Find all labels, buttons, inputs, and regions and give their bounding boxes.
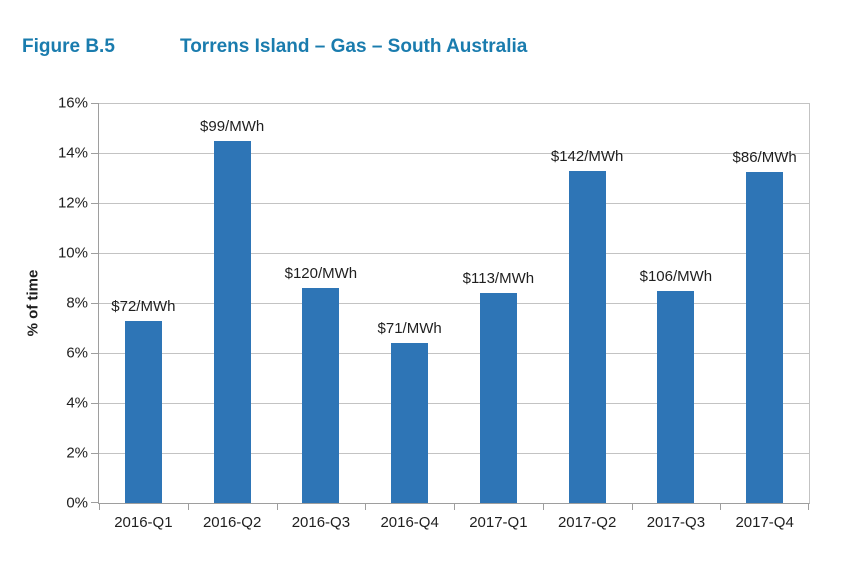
x-tick-mark	[720, 504, 722, 510]
bar-value-label: $72/MWh	[111, 297, 176, 315]
gridline	[99, 253, 809, 254]
y-tick-mark	[91, 353, 98, 354]
y-tick-mark	[91, 153, 98, 154]
y-tick-label: 0%	[66, 494, 88, 512]
x-tick-mark	[454, 504, 455, 510]
x-tick-mark	[631, 504, 633, 510]
x-tick-mark	[99, 504, 100, 510]
bar-value-label: $142/MWh	[550, 147, 624, 165]
gridline	[99, 153, 809, 154]
x-tick-mark	[542, 504, 544, 510]
gridline	[99, 453, 809, 454]
y-tick-mark	[91, 203, 98, 204]
bar-value-label: $113/MWh	[462, 270, 535, 287]
bar-2017-Q4	[746, 171, 784, 503]
y-axis-title: % of time	[24, 269, 42, 337]
x-tick-label: 2017-Q1	[469, 514, 528, 531]
gridline	[99, 353, 809, 354]
bar-value-label: $86/MWh	[732, 148, 797, 166]
x-tick-label: 2016-Q2	[202, 514, 262, 531]
y-tick-label: 8%	[66, 294, 88, 312]
y-tick-mark	[91, 502, 98, 503]
gridline	[99, 403, 809, 404]
x-tick-mark	[187, 504, 189, 510]
bar-2016-Q2	[213, 140, 251, 503]
figure-heading: Figure B.5 Torrens Island – Gas – South …	[22, 36, 527, 58]
x-tick-label: 2016-Q3	[291, 514, 351, 531]
x-tick-mark	[808, 504, 809, 510]
y-tick-mark	[91, 403, 98, 404]
x-tick-label: 2016-Q4	[380, 514, 439, 531]
plot-area: 0% 2% 4% 6% 8% 10% 12% 14% 16% $72/MWh 2016-Q1 $99/…	[58, 95, 810, 531]
y-tick-mark	[91, 103, 98, 104]
x-tick-label: 2017-Q4	[735, 514, 794, 531]
gridline	[99, 203, 809, 204]
y-tick-mark	[91, 253, 98, 254]
gridline	[99, 303, 809, 304]
y-tick-label: 4%	[66, 394, 88, 412]
x-tick-mark	[276, 504, 278, 510]
x-tick-label: 2017-Q2	[557, 514, 617, 531]
bar-2017-Q2	[568, 170, 606, 503]
figure-number: Figure B.5	[22, 36, 115, 57]
bar-value-label: $120/MWh	[284, 265, 358, 282]
bar-2016-Q1	[124, 320, 162, 503]
bar-value-label: $106/MWh	[639, 267, 713, 285]
bar-value-label: $71/MWh	[377, 320, 442, 337]
gridline	[99, 103, 809, 104]
bar-value-label: $99/MWh	[200, 117, 265, 135]
bar-2016-Q3	[302, 288, 340, 503]
y-tick-mark	[91, 453, 98, 454]
x-tick-label: 2016-Q1	[114, 514, 173, 531]
y-tick-label: 14%	[57, 144, 88, 162]
y-tick-label: 6%	[66, 344, 88, 362]
bar-2017-Q3	[657, 290, 695, 503]
y-tick-label: 10%	[57, 244, 88, 262]
y-tick-mark	[91, 303, 98, 304]
figure-title: Torrens Island – Gas – South Australia	[180, 36, 528, 57]
x-tick-label: 2017-Q3	[646, 514, 706, 531]
bar-2016-Q4	[391, 343, 429, 503]
x-tick-mark	[365, 504, 367, 510]
y-tick-label: 2%	[66, 444, 88, 462]
bar-2017-Q1	[479, 293, 517, 503]
y-tick-label: 12%	[57, 194, 88, 212]
y-tick-label: 16%	[57, 94, 88, 112]
